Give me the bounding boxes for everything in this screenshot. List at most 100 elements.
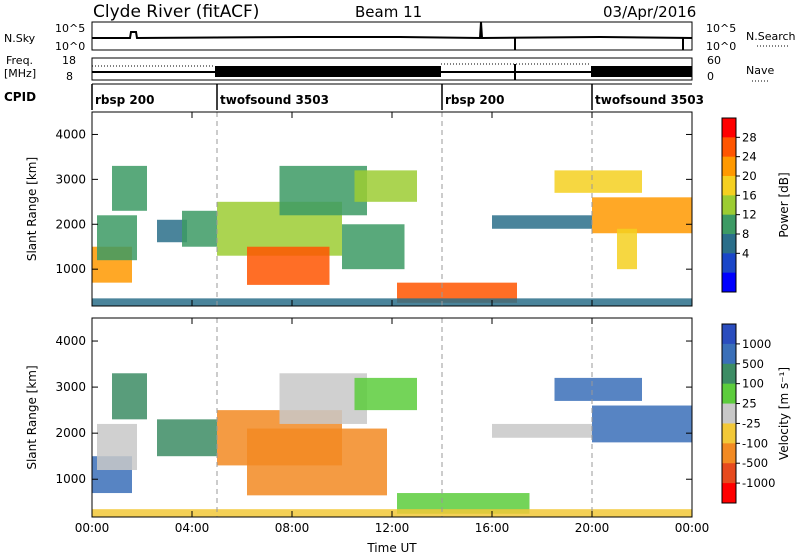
y-tick-label: 1000 [55,262,86,276]
data-cell [592,405,692,443]
beam-title: Beam 11 [355,3,422,21]
colorbar-tick-label: 8 [742,227,749,241]
data-cell [554,170,642,193]
y-axis-label: Slant Range [km] [25,365,39,469]
colorbar-tick-label: 24 [742,150,757,164]
nave-tick-bottom: 0 [707,70,714,83]
data-cell [617,228,637,270]
data-cell [97,215,137,261]
y-tick-label: 1000 [55,472,86,486]
x-tick-label: 20:00 [575,521,610,535]
data-cell [247,428,387,496]
colorbar-tick-label: -500 [742,456,768,470]
date-title: 03/Apr/2016 [603,3,696,21]
colorbar-swatch [722,214,736,235]
colorbar-tick-label: -100 [742,436,768,450]
velocity-panel: 4000 3000 2000 1000 Slant Range [km] 00:00 04:… [25,317,791,535]
colorbar-tick-label: 1000 [742,337,771,351]
colorbar-swatch [722,483,736,504]
data-cell [279,373,367,424]
colorbar-swatch [722,156,736,177]
freq-tick-top: 18 [62,54,76,67]
colorbar-tick-label: 500 [742,357,764,371]
data-cell [492,215,592,229]
nsky-trace [92,21,693,40]
data-cell [157,419,217,457]
colorbar-swatch [722,343,736,365]
colorbar-swatch [722,363,736,385]
x-tick-label: 16:00 [475,521,510,535]
data-cell [97,423,137,471]
colorbar-swatch [722,324,736,345]
data-cell [592,197,692,234]
y-tick-label: 4000 [55,127,86,141]
colorbar-tick-label: 25 [742,397,757,411]
nsky-tick-top: 10^5 [55,22,85,35]
freq-band-1 [215,66,441,77]
station-title: Clyde River (fitACF) [93,2,259,22]
colorbar-swatch [722,234,736,254]
colorbar-tick-label: 100 [742,377,764,391]
freq-label: Freq. [6,54,33,67]
power-panel: 4000 3000 2000 1000 Slant Range [km] 28 24 20 16… [25,111,791,307]
freq-unit: [MHz] [4,67,36,80]
colorbar-swatch [722,253,736,274]
data-cell [112,165,147,211]
nsky-tick-bottom: 10^0 [55,40,85,53]
y-tick-label: 4000 [55,334,86,348]
y-tick-label: 2000 [55,426,86,440]
colorbar-label: Velocity [m s⁻¹] [777,367,791,460]
data-cell [354,170,417,202]
colorbar-tick-label: 28 [742,130,757,144]
data-cell [492,423,592,438]
colorbar-swatch [722,176,736,196]
x-tick-label: 00:00 [675,521,710,535]
nave-label: Nave [746,64,774,77]
freq-band-2 [591,66,692,77]
colorbar-label: Power [dB] [777,172,791,237]
nave-tick-top: 60 [707,54,721,67]
colorbar-tick-label: 4 [742,246,749,260]
colorbar-tick-label: -25 [742,416,761,430]
nsky-label: N.Sky [4,32,36,45]
x-tick-label: 08:00 [275,521,310,535]
x-tick-label: 04:00 [175,521,210,535]
nsky-frame [91,21,693,51]
data-cell [112,373,147,420]
nsearch-tick-bottom: 10^0 [706,40,736,53]
cpid-segment-label: rbsp 200 [95,93,154,107]
nsky-strip: N.Sky 10^5 10^0 10^5 10^0 N.Search [4,21,796,53]
data-cell [397,493,530,514]
colorbar-frame [721,323,737,504]
cpid-segment-label: twofsound 3503 [220,93,329,107]
colorbar-frame [721,117,737,293]
cpid-label: CPID [4,90,36,104]
colorbar-swatch [722,118,736,138]
colorbar-tick-label: 12 [742,208,757,222]
colorbar-tick-label: 16 [742,188,757,202]
colorbar-swatch [722,137,736,158]
y-tick-label: 3000 [55,172,86,186]
freq-tick-bottom: 8 [66,70,73,83]
colorbar-swatch [722,423,736,444]
data-cell [182,210,217,247]
colorbar-swatch [722,272,736,293]
y-tick-label: 3000 [55,380,86,394]
freq-strip: Freq. [MHz] 18 8 60 0 Nave [4,54,774,83]
x-tick-label: 00:00 [75,521,110,535]
nsearch-tick-top: 10^5 [706,22,736,35]
data-cell [342,224,405,270]
xaxis-label: Time UT [366,541,417,554]
colorbar-swatch [722,383,736,405]
x-tick-label: 12:00 [375,521,410,535]
colorbar-tick-label: 20 [742,169,757,183]
cpid-segment-label: twofsound 3503 [595,93,704,107]
cpid-strip: CPID rbsp 200 twofsound 3503 rbsp 200 twofs… [4,83,704,110]
colorbar-tick-label: -1000 [742,476,775,490]
data-cell [554,377,642,401]
y-axis-label: Slant Range [km] [25,157,39,261]
data-cell [247,246,330,285]
y-tick-label: 2000 [55,217,86,231]
colorbar-swatch [722,195,736,216]
